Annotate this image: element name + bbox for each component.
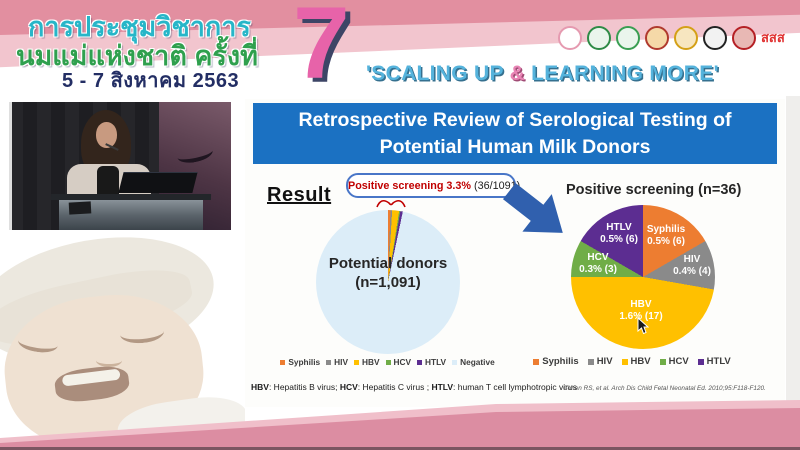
legend-marker (533, 358, 540, 365)
stage-screen-edge (9, 102, 12, 230)
footnote-definition: : Hepatitis B virus; (268, 382, 340, 392)
faded-baby-background-image (0, 228, 245, 450)
footnote: HBV: Hepatitis B virus; HCV: Hepatitis C… (251, 382, 577, 392)
callout-highlight: Positive screening 3.3% (348, 180, 472, 192)
legend-marker (587, 358, 594, 365)
sss-thai-health-logo: สสส (761, 30, 785, 45)
pie-slice-label-htlv: HTLV 0.5% (6) (600, 222, 638, 245)
presenter-video-frame (9, 102, 231, 230)
conference-subtitle-thai: นมแม่แห่งชาติ ครั้งที่ (16, 41, 258, 71)
legend-label: HIV (596, 356, 613, 367)
pie-slice-label-hcv: HCV 0.3% (3) (579, 252, 617, 275)
positive-screening-callout: Positive screening 3.3% (36/1091) (346, 173, 520, 198)
legend-marker (659, 358, 666, 365)
pie-slice-label-hbv: HBV 1.6% (17) (619, 299, 663, 322)
slide: Retrospective Review of Serological Test… (245, 99, 785, 407)
tagline-ampersand: & (509, 62, 526, 85)
slide-title-banner: Retrospective Review of Serological Test… (253, 103, 777, 164)
bottom-pink-band (0, 400, 800, 450)
gold-crown-emblem-logo (674, 26, 698, 50)
legend-marker (385, 359, 391, 365)
conference-title-thai: การประชุมวิชาการ (28, 12, 251, 42)
tagline-text: 'SCALING UP (366, 62, 510, 85)
presenter-face (96, 122, 117, 148)
green-health-emblem-logo (587, 26, 611, 50)
footnote-term: HBV (251, 382, 269, 392)
legend-marker (353, 359, 359, 365)
footnote-definition: : human T cell lymphotropic virus (453, 382, 577, 392)
legend-item-hbv: HBV (621, 356, 651, 367)
presenter-shirt (97, 166, 119, 200)
legend-label: HCV (393, 357, 412, 367)
callout-detail: (36/1091) (471, 180, 521, 192)
legend-item-hiv: HIV (587, 356, 613, 367)
baby-nose (96, 354, 122, 367)
conference-tagline: 'SCALING UP & LEARNING MORE' (366, 62, 719, 86)
mouse-cursor-icon (637, 317, 649, 335)
legend-marker (697, 358, 704, 365)
podium-tablet (68, 201, 92, 215)
logo-row: สสส (558, 26, 785, 50)
podium-laptop (118, 172, 198, 193)
red-brace-annotation (376, 199, 406, 208)
legend-marker (280, 359, 286, 365)
left-pie-label-line1: Potential donors (328, 255, 448, 272)
legend-label: HTLV (425, 357, 447, 367)
footnote-term: HTLV (431, 382, 454, 392)
mother-child-foundation-logo (558, 26, 582, 50)
bottom-edge-line (0, 447, 800, 450)
slide-title-line2: Potential Human Milk Donors (379, 136, 651, 158)
green-medical-emblem-logo (616, 26, 640, 50)
legend-label: Syphilis (288, 357, 321, 367)
legend-label: Syphilis (542, 356, 579, 367)
conference-dates-thai: 5 - 7 สิงหาคม 2563 (62, 70, 240, 92)
legend-label: HBV (361, 357, 380, 367)
legend-item-hcv: HCV (659, 356, 689, 367)
legend-label: Negative (460, 357, 495, 367)
legend-item-hcv: HCV (385, 357, 412, 367)
legend-item-syphilis: Syphilis (280, 357, 320, 367)
pie-slice-label-syphilis: Syphilis 0.5% (6) (646, 224, 686, 247)
legend-item-hiv: HIV (326, 357, 348, 367)
legend-item-negative: Negative (452, 357, 495, 367)
black-round-emblem-logo (703, 26, 727, 50)
backdrop-baby-eye (175, 142, 215, 166)
result-heading: Result (267, 184, 332, 206)
left-pie-legend: Syphilis HIV HBV HCV HTLV Negative (280, 357, 495, 367)
legend-item-hbv: HBV (353, 357, 380, 367)
legend-marker (452, 359, 458, 365)
red-round-emblem-logo (732, 26, 756, 50)
legend-label: HCV (668, 356, 689, 367)
blue-arrow-icon (502, 183, 563, 233)
legend-item-htlv: HTLV (417, 357, 446, 367)
legend-label: HIV (334, 357, 348, 367)
left-pie-center-label: Potential donors (n=1,091) (316, 254, 460, 292)
baby-teeth (61, 368, 121, 387)
right-edge-strip (786, 96, 800, 450)
slide-title-line1: Retrospective Review of Serological Test… (298, 109, 732, 131)
legend-label: HTLV (706, 356, 731, 367)
edition-number: 7 (293, 0, 350, 100)
footnote-definition: : Hepatitis C virus ; (357, 382, 432, 392)
legend-marker (417, 359, 423, 365)
left-pie-chart (316, 210, 460, 354)
footnote-term: HCV (339, 382, 358, 392)
legend-label: HBV (630, 356, 651, 367)
legend-item-syphilis: Syphilis (533, 356, 579, 367)
citation: Cohen RS, et al. Arch Dis Child Fetal Ne… (563, 385, 766, 392)
right-pie-title: Positive screening (n=36) (566, 182, 742, 198)
right-pie-legend: Syphilis HIV HBV HCV HTLV (533, 356, 731, 367)
legend-item-htlv: HTLV (697, 356, 731, 367)
legend-marker (621, 358, 628, 365)
pie-slice-label-hiv: HIV 0.4% (4) (673, 254, 711, 277)
tagline-text-2: LEARNING MORE' (525, 62, 719, 85)
left-pie-label-line2: (n=1,091) (355, 274, 421, 291)
red-gold-royal-emblem-logo (645, 26, 669, 50)
presenter-video-panel (6, 99, 234, 233)
legend-marker (326, 359, 332, 365)
